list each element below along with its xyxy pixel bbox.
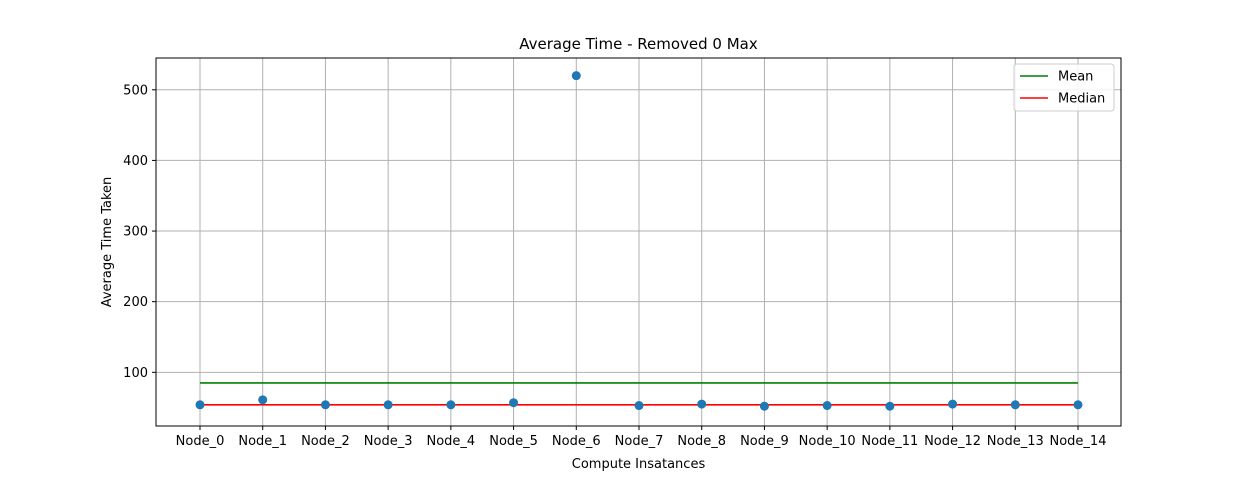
x-tick-label: Node_2 <box>301 434 350 449</box>
data-point <box>320 400 330 410</box>
legend-label-median: Median <box>1058 92 1105 107</box>
data-point <box>571 71 581 81</box>
data-point <box>258 395 268 405</box>
legend-label-mean: Mean <box>1058 70 1093 85</box>
y-tick-label: 100 <box>123 366 148 381</box>
data-point <box>885 401 895 411</box>
x-tick-label: Node_5 <box>489 434 538 449</box>
x-tick-label: Node_13 <box>987 434 1044 449</box>
y-axis-ticks: 100 200 300 400 500 <box>123 83 156 381</box>
x-tick-label: Node_7 <box>615 434 664 449</box>
x-tick-label: Node_1 <box>238 434 287 449</box>
x-tick-label: Node_14 <box>1050 434 1107 449</box>
y-tick-label: 400 <box>123 154 148 169</box>
data-point <box>1073 400 1083 410</box>
data-point <box>1010 400 1020 410</box>
legend: Mean Median <box>1013 63 1115 112</box>
x-tick-label: Node_0 <box>176 434 225 449</box>
x-tick-label: Node_9 <box>740 434 789 449</box>
x-tick-label: Node_4 <box>427 434 476 449</box>
x-tick-label: Node_6 <box>552 434 601 449</box>
x-tick-label: Node_12 <box>924 434 981 449</box>
x-tick-label: Node_8 <box>677 434 726 449</box>
data-point <box>634 401 644 411</box>
data-point <box>759 401 769 411</box>
y-axis-title: Average Time Taken <box>100 177 115 308</box>
grid <box>156 58 1121 426</box>
x-tick-label: Node_11 <box>861 434 918 449</box>
y-tick-label: 500 <box>123 83 148 98</box>
y-tick-label: 200 <box>123 295 148 310</box>
x-tick-label: Node_3 <box>364 434 413 449</box>
data-point <box>195 400 205 410</box>
y-tick-label: 300 <box>123 225 148 240</box>
data-point <box>948 399 958 409</box>
data-point <box>383 400 393 410</box>
data-point <box>822 401 832 411</box>
data-points <box>195 71 1083 411</box>
data-point <box>697 399 707 409</box>
x-axis-title: Compute Insatances <box>572 457 706 472</box>
data-point <box>446 400 456 410</box>
x-axis-ticks: Node_0 Node_1 Node_2 Node_3 Node_4 Node_5 Node… <box>176 426 1107 449</box>
data-point <box>509 398 519 408</box>
x-tick-label: Node_10 <box>799 434 856 449</box>
chart-title: Average Time - Removed 0 Max <box>519 35 758 53</box>
